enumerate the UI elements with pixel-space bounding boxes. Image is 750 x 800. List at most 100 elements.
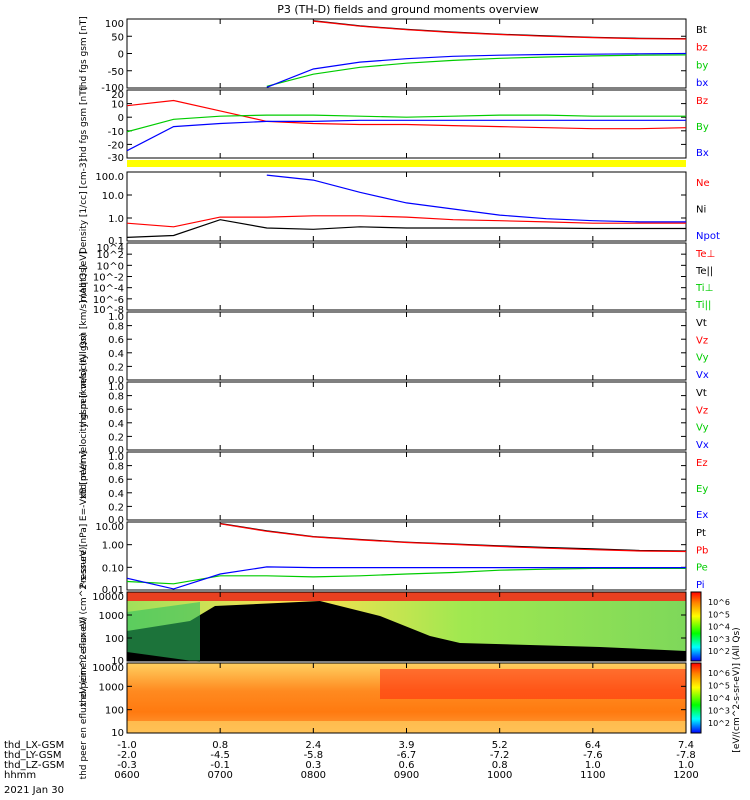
series-line-bx [266, 52, 687, 88]
orbit-value: 1000 [487, 770, 512, 781]
colorbar-tick: 10^6 [708, 598, 730, 607]
orbit-value: 6.4 [585, 740, 601, 751]
colorbar [690, 662, 702, 734]
series-line-Ne [126, 215, 686, 228]
orbit-value: 0800 [301, 770, 326, 781]
orbit-value: 1.0 [585, 760, 601, 771]
y-tick-label: 10 [111, 100, 124, 111]
y-tick-label: 0.01 [102, 585, 124, 596]
series-line-Ni [126, 219, 686, 238]
colorbar [690, 591, 702, 662]
y-tick-label: 0.10 [102, 563, 124, 574]
y-tick-label: 10^-4 [93, 284, 124, 295]
series-line-Bz [126, 99, 687, 130]
legend-entry: Te|| [695, 266, 713, 277]
legend-entry: Vy [696, 353, 709, 364]
orbit-value: -0.3 [117, 760, 137, 771]
y-tick-label: 100 [105, 634, 124, 645]
y-tick-label: 10.0 [102, 191, 124, 202]
series-line-Pe [126, 567, 686, 585]
legend-entry: Vz [696, 335, 708, 346]
chart-title: P3 (TH-D) fields and ground moments over… [277, 3, 539, 16]
orbit-value: 0600 [114, 770, 139, 781]
y-tick-label: 0.8 [108, 322, 124, 333]
legend-entry: Npot [696, 231, 720, 242]
orbit-value: 0.8 [492, 760, 508, 771]
spectrogram-patch [127, 602, 200, 662]
y-tick-label: 0.6 [108, 475, 124, 486]
y-tick-label: 10 [111, 728, 124, 739]
y-tick-label: 0.6 [108, 335, 124, 346]
panel-frame [126, 451, 687, 521]
legend-entry: Ey [696, 484, 708, 495]
series-line-by [266, 54, 687, 87]
y-tick-label: 10.00 [95, 522, 124, 533]
y-tick-label: 0.0 [108, 515, 124, 526]
orbit-value: 0.3 [305, 760, 321, 771]
colorbar-tick: 10^3 [708, 635, 730, 644]
orbit-value: 0.8 [212, 740, 228, 751]
date-label: 2021 Jan 30 [4, 785, 64, 796]
y-tick-label: 10000 [92, 592, 124, 603]
y-axis-label: thd fgs gsm [nT] [79, 87, 89, 162]
series-line-Bx [126, 119, 686, 152]
orbit-value: 2.4 [305, 740, 321, 751]
series-line-Pi [126, 566, 686, 590]
orbit-value: 1200 [673, 770, 698, 781]
panel-frame [126, 171, 687, 242]
y-tick-label: 20 [111, 90, 124, 101]
legend-entry: Vx [696, 370, 709, 381]
series-line-Pb [220, 523, 687, 553]
colorbar-tick: 10^5 [708, 610, 730, 619]
y-axis-label: thd peir velocity gsm [km/s] (All Qs) [79, 265, 89, 428]
y-tick-label: 1.0 [108, 214, 124, 225]
panel-3: 100.0 10.0 1.0 0.1 Density [1/cc] [cm-3] Ne Ni… [79, 159, 720, 254]
colorbar-tick: 10^5 [708, 682, 730, 691]
legend-entry: by [696, 60, 708, 71]
y-axis-label: Density [1/cc] [cm-3] [79, 159, 89, 254]
legend-entry: Ti⊥ [695, 283, 713, 294]
y-tick-label: 1.0 [108, 382, 124, 393]
orbit-value: 0.6 [399, 760, 415, 771]
y-tick-label: 0.4 [108, 349, 124, 360]
y-tick-label: 0.2 [108, 502, 124, 513]
series-line-By [126, 114, 686, 133]
y-tick-label: 10^-6 [93, 295, 124, 306]
y-tick-label: 10^-8 [93, 305, 124, 316]
colorbar-tick: 10^2 [708, 719, 730, 728]
series-line-bz [313, 20, 687, 40]
legend-entry: Vt [696, 388, 707, 399]
y-tick-label: 100 [105, 706, 124, 717]
y-tick-label: 10^2 [97, 250, 124, 261]
y-tick-label: 1.0 [108, 312, 124, 323]
orbit-value: -5.8 [304, 750, 324, 761]
colorbar-tick: 10^3 [708, 707, 730, 716]
y-axis-label: thd peer velocity gsm [km/s] (All Qs) [79, 333, 89, 499]
series-line-Pt [220, 522, 687, 552]
y-axis-label: thd peer en eflux eV (cm^2-s-sr-eV) [79, 617, 89, 780]
legend-entry: Vt [696, 318, 707, 329]
y-tick-label: 0.1 [108, 236, 124, 247]
y-tick-label: -50 [108, 67, 124, 78]
spectrogram-band [380, 669, 686, 699]
legend-entry: Ez [696, 458, 708, 469]
legend-entry: Pb [696, 545, 708, 556]
orbit-value: -4.5 [210, 750, 230, 761]
y-tick-label: -20 [108, 140, 124, 151]
y-tick-label: 0.2 [108, 362, 124, 373]
y-tick-label: 0.0 [108, 445, 124, 456]
orbit-value: 0900 [394, 770, 419, 781]
y-tick-label: 1.00 [102, 541, 124, 552]
y-tick-label: 100 [105, 19, 124, 30]
orbit-value: 7.4 [678, 740, 694, 751]
legend-entry: Vy [696, 423, 709, 434]
legend-entry: Pe [696, 563, 708, 574]
colorbar-tick: 10^4 [708, 623, 730, 632]
orbit-value: -7.6 [583, 750, 603, 761]
y-tick-label: 0.0 [108, 375, 124, 386]
y-tick-label: 0 [118, 113, 124, 124]
orbit-value: 1100 [580, 770, 605, 781]
